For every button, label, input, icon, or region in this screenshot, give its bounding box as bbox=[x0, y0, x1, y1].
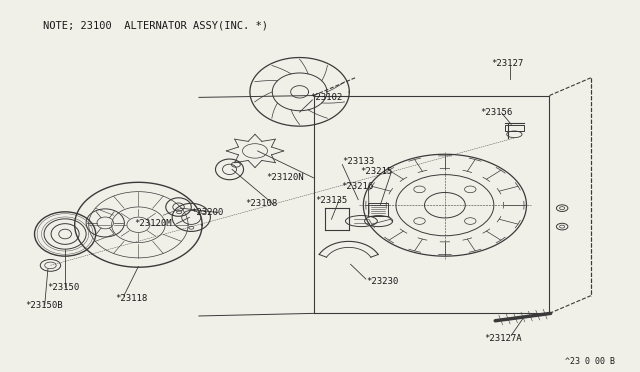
Text: *23200: *23200 bbox=[191, 208, 223, 217]
Text: *23230: *23230 bbox=[366, 277, 398, 286]
Text: *23127A: *23127A bbox=[484, 334, 522, 343]
Text: *23127: *23127 bbox=[491, 59, 523, 68]
Text: *23150B: *23150B bbox=[26, 301, 63, 311]
Text: *23102: *23102 bbox=[310, 93, 342, 102]
Text: *23118: *23118 bbox=[115, 294, 147, 303]
Text: *23120N: *23120N bbox=[266, 173, 303, 182]
Text: *23133: *23133 bbox=[342, 157, 374, 166]
Text: *23135: *23135 bbox=[316, 196, 348, 205]
Text: *23215: *23215 bbox=[360, 167, 392, 176]
Text: *23150: *23150 bbox=[47, 283, 79, 292]
Text: ^23 0 00 B: ^23 0 00 B bbox=[565, 357, 615, 366]
Text: NOTE; 23100  ALTERNATOR ASSY(INC. *): NOTE; 23100 ALTERNATOR ASSY(INC. *) bbox=[43, 20, 268, 31]
Text: *23156: *23156 bbox=[481, 108, 513, 118]
Text: *23108: *23108 bbox=[246, 199, 278, 208]
Text: *23216: *23216 bbox=[342, 182, 374, 191]
Text: *23120M: *23120M bbox=[134, 219, 172, 228]
